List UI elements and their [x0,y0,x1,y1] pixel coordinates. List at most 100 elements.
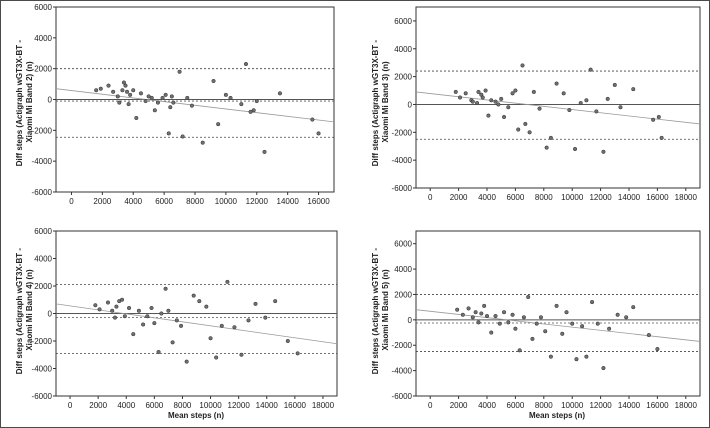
y-tick-label: -2000 [392,128,413,137]
data-point-mi-band-5 [534,321,539,326]
data-point-mi-band-4 [119,297,125,302]
y-tick-label: 6000 [394,240,412,249]
y-axis-title-mi-band-5: Diff steps (Actigraph wGT3X-BT - Xiaomi … [371,246,390,374]
y-axis-title-line-2: Xiaomi Mi Band 3) (n) [381,61,390,143]
data-point-mi-band-4 [156,349,161,355]
data-point-mi-band-5 [554,303,559,308]
data-point-mi-band-3 [520,63,525,68]
x-tick-label: 0 [428,193,433,202]
data-point-mi-band-4 [263,315,268,320]
x-tick-label: 12000 [246,197,269,206]
data-point-mi-band-2 [163,92,168,97]
data-point-mi-band-4 [225,279,230,284]
y-axis-title-mi-band-3: Diff steps (Actigraph wGT3X-BT - Xiaomi … [371,38,390,166]
data-point-mi-band-3 [516,127,521,132]
y-tick-label: -6000 [32,188,53,197]
x-tick-label: 2000 [89,401,107,410]
data-point-mi-band-3 [578,101,583,106]
data-point-mi-band-2 [128,92,133,97]
x-tick-label: 14000 [256,401,279,410]
y-axis-title-mi-band-4: Diff steps (Actigraph wGT3X-BT - Xiaomi … [15,246,34,374]
data-point-mi-band-3 [486,113,491,118]
y-tick-label: -6000 [392,184,413,193]
x-tick-label: 10000 [215,197,238,206]
x-tick-label: 12000 [589,401,612,410]
x-tick-label: 2000 [93,197,111,206]
x-tick-label: 18000 [675,193,698,202]
data-point-mi-band-5 [543,329,548,334]
x-tick-label: 6000 [155,197,173,206]
data-point-mi-band-3 [561,91,566,96]
data-point-mi-band-3 [475,101,480,106]
data-point-mi-band-2 [277,91,282,96]
data-point-mi-band-5 [564,310,569,315]
x-tick-label: 6000 [507,401,525,410]
data-point-mi-band-2 [189,103,194,108]
data-point-mi-band-4 [127,305,132,311]
y-tick-label: 4000 [394,45,412,54]
data-point-mi-band-2 [138,91,143,96]
data-point-mi-band-3 [584,98,589,103]
data-point-mi-band-5 [479,311,484,316]
data-point-mi-band-2 [251,108,256,113]
data-point-mi-band-4 [285,338,290,344]
data-point-mi-band-5 [476,320,481,325]
x-tick-label: 10000 [561,401,584,410]
data-point-mi-band-2 [310,117,315,122]
data-point-mi-band-4 [246,318,251,323]
data-point-mi-band-4 [214,355,219,360]
y-axis-title-mi-band-2: Diff steps (Actigraph wGT3X-BT - Xiaomi … [15,38,34,166]
x-tick-label: 18000 [312,401,335,410]
y-tick-label: -4000 [32,365,53,374]
data-point-mi-band-4 [166,308,171,313]
data-point-mi-band-5 [482,303,487,308]
data-point-mi-band-5 [455,307,460,312]
data-point-mi-band-5 [460,312,465,317]
data-point-mi-band-3 [612,82,617,88]
x-tick-label: 8000 [535,193,553,202]
data-point-mi-band-3 [659,135,664,140]
x-tick-label: 4000 [124,197,142,206]
data-point-mi-band-5 [473,310,478,315]
x-tick-label: 2000 [450,401,468,410]
plot-content-mi-band-4: -6000 -4000 -2000 0 2000 4000 6000 0 2000 4000 600… [32,227,338,410]
y-axis-title-line-1: Diff steps (Actigraph wGT3X-BT - [15,40,24,167]
x-tick-label: 0 [68,401,73,410]
plot-area-mi-band-5 [415,230,701,397]
data-point-mi-band-5 [513,326,518,331]
data-point-mi-band-2 [254,98,259,104]
data-point-mi-band-5 [624,315,629,320]
data-point-mi-band-5 [615,312,620,317]
y-axis-title-line-2: Xiaomi Mi Band 5) (n) [381,269,390,351]
data-point-mi-band-2 [115,94,120,99]
data-point-mi-band-5 [470,315,475,320]
data-point-mi-band-4 [219,323,224,328]
data-point-mi-band-3 [510,91,515,96]
data-point-mi-band-4 [131,332,136,337]
y-tick-label: -4000 [32,157,53,166]
panel-mi-band-2: -6000 -4000 -2000 0 2000 4000 6000 0 2000 4000 600… [15,3,335,206]
data-point-mi-band-5 [580,324,585,329]
x-axis-title-mi-band-5: Mean steps (n) [529,411,585,420]
data-point-mi-band-2 [143,98,148,104]
data-point-mi-band-5 [497,321,502,326]
y-tick-label: 2000 [34,282,52,291]
y-tick-label: 6000 [394,17,412,26]
data-point-mi-band-3 [631,87,636,92]
data-point-mi-band-4 [105,300,111,305]
x-tick-label: 4000 [117,401,135,410]
plot-content-mi-band-2: -6000 -4000 -2000 0 2000 4000 6000 0 2000 4000 600… [32,3,335,206]
x-tick-label: 4000 [478,193,496,202]
y-tick-label: 4000 [34,255,52,264]
data-point-mi-band-5 [517,348,522,353]
data-point-mi-band-2 [177,69,182,74]
data-point-mi-band-5 [560,331,565,336]
data-point-mi-band-2 [126,102,131,107]
data-point-mi-band-2 [168,105,173,110]
data-point-mi-band-4 [136,308,141,313]
data-point-mi-band-3 [618,105,623,110]
data-point-mi-band-3 [501,114,507,120]
data-point-mi-band-5 [538,315,544,320]
data-point-mi-band-3 [453,89,458,94]
data-point-mi-band-2 [124,89,130,94]
